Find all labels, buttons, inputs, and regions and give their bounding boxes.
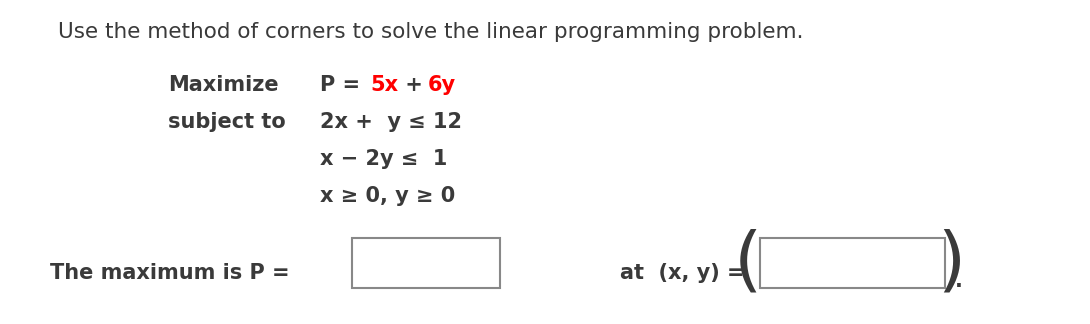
Text: ): ) (937, 228, 965, 297)
Text: 6y: 6y (428, 75, 456, 95)
Text: 5x: 5x (370, 75, 398, 95)
Text: P =: P = (320, 75, 367, 95)
Text: (: ( (734, 228, 762, 297)
Text: The maximum is P =: The maximum is P = (50, 263, 290, 283)
Text: x ≥ 0, y ≥ 0: x ≥ 0, y ≥ 0 (320, 186, 456, 206)
Text: Use the method of corners to solve the linear programming problem.: Use the method of corners to solve the l… (58, 22, 803, 42)
Bar (760, 238, 945, 288)
Bar (352, 238, 500, 288)
Text: .: . (955, 271, 962, 291)
Text: +: + (398, 75, 431, 95)
Text: at  (x, y) =: at (x, y) = (620, 263, 744, 283)
Text: Maximize: Maximize (168, 75, 279, 95)
Text: 2x +  y ≤ 12: 2x + y ≤ 12 (320, 112, 462, 132)
Text: subject to: subject to (168, 112, 286, 132)
Text: x − 2y ≤  1: x − 2y ≤ 1 (320, 149, 447, 169)
